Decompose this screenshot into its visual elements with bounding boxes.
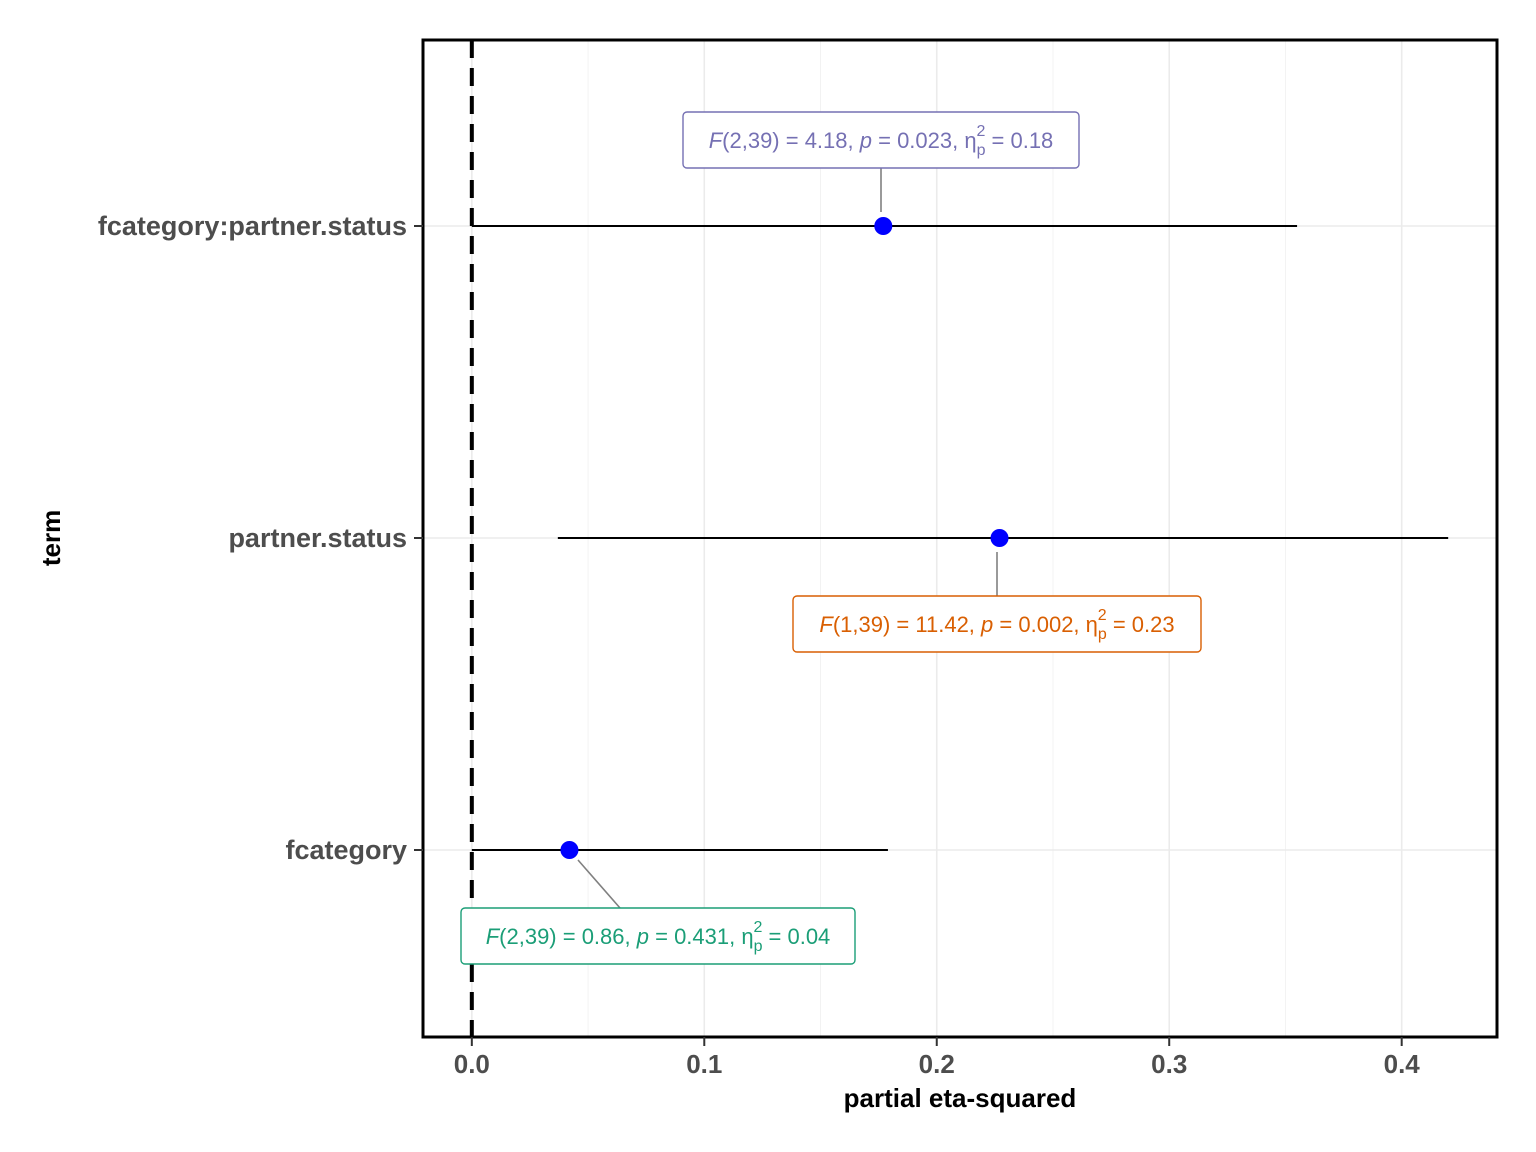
stat-label-box <box>792 595 1202 653</box>
stat-label-text: F(1,39) = 11.42, p = 0.002, ηp2 = 0.23 <box>819 607 1174 643</box>
x-tick-label: 0.3 <box>1151 1049 1187 1079</box>
stat-label: F(2,39) = 0.86, p = 0.431, ηp2 = 0.04 <box>460 907 856 965</box>
y-axis-title: term <box>36 510 66 566</box>
stat-label-box <box>682 111 1080 169</box>
stat-label-box <box>460 907 856 965</box>
point-estimate <box>874 217 893 235</box>
stat-label: F(2,39) = 4.18, p = 0.023, ηp2 = 0.18 <box>682 111 1080 169</box>
y-tick-label: fcategory <box>285 835 407 865</box>
y-tick-label: fcategory:partner.status <box>98 211 407 241</box>
x-tick-label: 0.4 <box>1384 1049 1421 1079</box>
point-estimate <box>560 841 579 859</box>
x-tick-label: 0.2 <box>919 1049 955 1079</box>
y-tick-label: partner.status <box>228 523 407 553</box>
axes: 0.0 0.1 0.2 0.3 0.4 fcategory:partner.status p… <box>98 211 1420 1079</box>
data-marks: F(2,39) = 4.18, p = 0.023, ηp2 = 0.18 F(1… <box>460 111 1449 965</box>
stat-label-text: F(2,39) = 0.86, p = 0.431, ηp2 = 0.04 <box>486 919 831 955</box>
stat-label-text: F(2,39) = 4.18, p = 0.023, ηp2 = 0.18 <box>709 123 1054 159</box>
x-tick-label: 0.1 <box>686 1049 722 1079</box>
x-axis-title: partial eta-squared <box>844 1083 1077 1113</box>
label-leader-line <box>577 859 621 909</box>
stat-label: F(1,39) = 11.42, p = 0.002, ηp2 = 0.23 <box>792 595 1202 653</box>
point-estimate <box>990 529 1009 547</box>
x-tick-label: 0.0 <box>454 1049 490 1079</box>
